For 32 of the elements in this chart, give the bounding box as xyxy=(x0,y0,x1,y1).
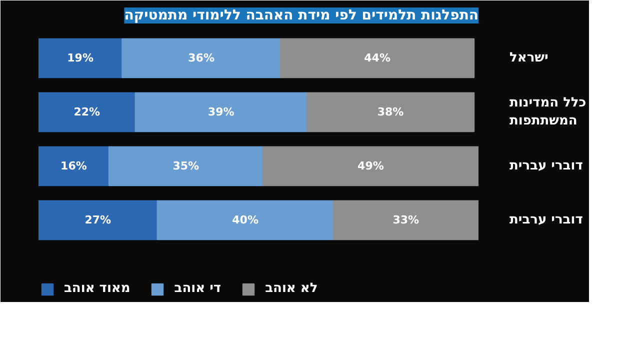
data-label: 36% xyxy=(188,52,214,65)
data-label: 33% xyxy=(392,214,420,227)
y-tick-label: ישראל xyxy=(510,50,548,66)
legend-label: לא אוהב xyxy=(265,281,318,296)
data-label: 38% xyxy=(377,106,404,119)
chart-title: התפלגות תלמידים לפי מידת האהבה ללימודי מתמטיקה xyxy=(124,8,478,24)
bar xyxy=(122,38,281,78)
data-label: 27% xyxy=(84,214,112,227)
bar xyxy=(262,146,478,186)
y-tick-label: דוברי עברית xyxy=(510,158,584,174)
data-label: 40% xyxy=(232,214,258,227)
legend-label: די אוהב xyxy=(174,281,222,296)
data-label: 35% xyxy=(172,160,200,173)
bar xyxy=(108,146,264,186)
y-tick-label: דוברי ערבית xyxy=(510,212,584,228)
bar xyxy=(38,200,158,240)
data-label: 39% xyxy=(208,106,234,119)
bar xyxy=(306,92,475,132)
bar xyxy=(134,92,308,132)
data-label: 44% xyxy=(364,52,390,65)
data-label: 19% xyxy=(67,52,94,65)
data-label: 49% xyxy=(358,160,384,173)
data-label: 22% xyxy=(74,106,100,119)
bar xyxy=(38,92,136,132)
legend-label: מאוד אוהב xyxy=(64,281,130,296)
y-tick-label: כלל המדינות המשתתפות xyxy=(510,96,586,129)
bar xyxy=(38,146,110,186)
bar xyxy=(280,38,475,78)
bar xyxy=(156,200,334,240)
data-label: 16% xyxy=(60,160,87,173)
bar xyxy=(38,38,123,78)
bar xyxy=(332,200,478,240)
